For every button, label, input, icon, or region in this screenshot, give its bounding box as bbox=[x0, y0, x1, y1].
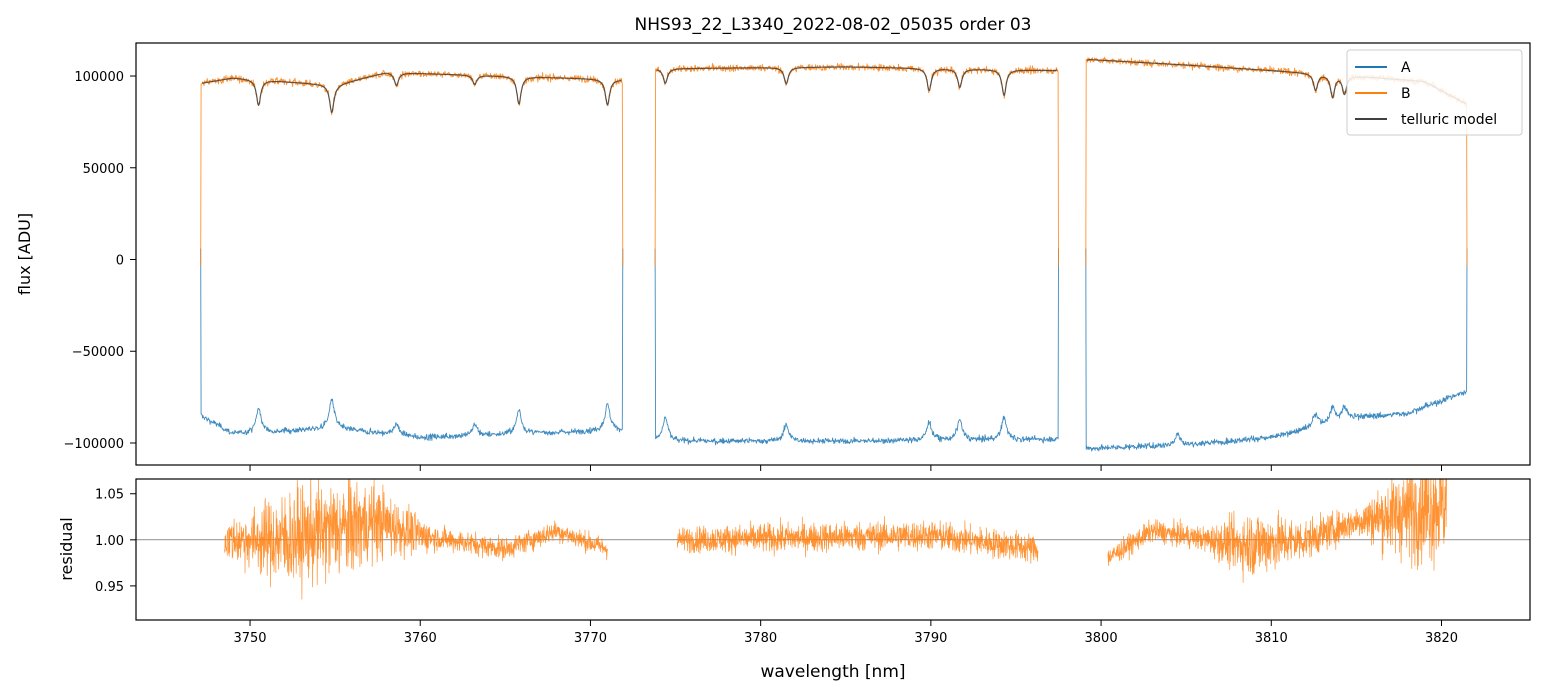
flux-y-tick-label: −50000 bbox=[72, 345, 124, 360]
figure-title: NHS93_22_L3340_2022-08-02_05035 order 03 bbox=[635, 15, 1032, 35]
legend-label-telluric: telluric model bbox=[1401, 112, 1497, 128]
series-b-line bbox=[654, 62, 1059, 267]
residual-y-tick-label: 1.05 bbox=[95, 488, 124, 503]
residual-x-tick-label: 3760 bbox=[404, 631, 437, 646]
telluric-model-line bbox=[201, 72, 622, 113]
flux-y-ticks: 100000 50000 0 −50000 −100000 bbox=[63, 70, 136, 452]
series-a-line bbox=[654, 248, 1059, 446]
residual-axes-frame bbox=[135, 478, 1531, 621]
legend: A B telluric model bbox=[1346, 49, 1523, 136]
legend-label-a: A bbox=[1401, 60, 1411, 76]
flux-y-axis-label: flux [ADU] bbox=[15, 213, 34, 295]
residual-line bbox=[676, 516, 1039, 564]
series-a-line bbox=[1085, 248, 1468, 452]
residual-y-axis-label: residual bbox=[57, 517, 76, 580]
series-a-line bbox=[200, 248, 624, 441]
series-b-line bbox=[200, 69, 624, 267]
flux-panel: 100000 50000 0 −50000 −100000 flux [ADU] A B… bbox=[15, 42, 1531, 471]
residual-x-tick-label: 3800 bbox=[1085, 631, 1118, 646]
residual-x-tick-label: 3810 bbox=[1255, 631, 1288, 646]
x-axis-label: wavelength [nm] bbox=[760, 662, 905, 682]
residual-panel: 3750 3760 3770 3780 3790 3800 3810 3820 1.051.0… bbox=[57, 478, 1531, 682]
flux-series-group bbox=[200, 56, 1468, 452]
residual-line bbox=[1107, 479, 1447, 583]
legend-box bbox=[1346, 49, 1523, 136]
residual-y-tick-label: 0.95 bbox=[95, 580, 124, 595]
legend-label-b: B bbox=[1401, 86, 1411, 102]
residual-x-tick-label: 3790 bbox=[914, 631, 947, 646]
flux-x-ticks bbox=[249, 465, 1442, 471]
flux-y-tick-label: 100000 bbox=[74, 70, 124, 85]
flux-y-tick-label: 0 bbox=[116, 254, 124, 269]
residual-x-ticks: 3750 3760 3770 3780 3790 3800 3810 3820 bbox=[233, 620, 1458, 646]
residual-x-tick-label: 3780 bbox=[744, 631, 777, 646]
residual-x-tick-label: 3770 bbox=[574, 631, 607, 646]
residual-line bbox=[224, 479, 608, 600]
flux-y-tick-label: −100000 bbox=[63, 437, 124, 452]
residual-x-tick-label: 3820 bbox=[1425, 631, 1458, 646]
flux-axes-frame bbox=[135, 42, 1531, 466]
telluric-model-line bbox=[656, 66, 1058, 96]
residual-series-group bbox=[136, 479, 1530, 600]
residual-y-tick-label: 1.00 bbox=[95, 534, 124, 549]
residual-x-tick-label: 3750 bbox=[233, 631, 266, 646]
residual-y-ticks: 1.05 1.00 0.95 bbox=[95, 488, 136, 595]
flux-y-tick-label: 50000 bbox=[83, 162, 124, 177]
